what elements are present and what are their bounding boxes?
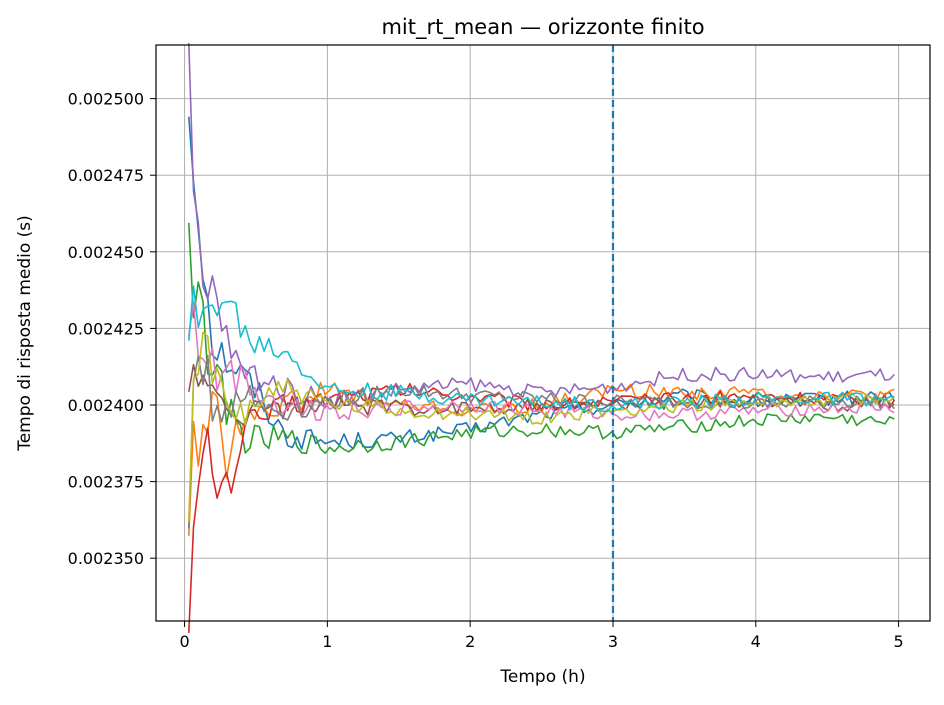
x-tick-label: 1 (322, 632, 332, 651)
series-line (188, 222, 895, 455)
y-tick-label: 0.002425 (68, 319, 144, 338)
y-tick-label: 0.002350 (68, 549, 144, 568)
x-tick-label: 5 (893, 632, 903, 651)
y-axis-label: Tempo di risposta medio (s) (15, 215, 35, 452)
y-tick-label: 0.002375 (68, 473, 144, 492)
chart-title: mit_rt_mean — orizzonte finito (381, 15, 704, 40)
x-tick-label: 3 (608, 632, 618, 651)
y-tick-label: 0.002500 (68, 90, 144, 109)
x-tick-label: 2 (465, 632, 475, 651)
x-tick-label: 4 (751, 632, 761, 651)
y-tick-label: 0.002450 (68, 243, 144, 262)
series-line (188, 354, 895, 529)
y-tick-label: 0.002475 (68, 166, 144, 185)
series-line (188, 331, 895, 523)
axes-frame (155, 44, 931, 622)
x-axis-label: Tempo (h) (499, 667, 585, 687)
series-line (188, 285, 895, 413)
x-tick-label: 0 (179, 632, 189, 651)
y-tick-label: 0.002400 (68, 396, 144, 415)
